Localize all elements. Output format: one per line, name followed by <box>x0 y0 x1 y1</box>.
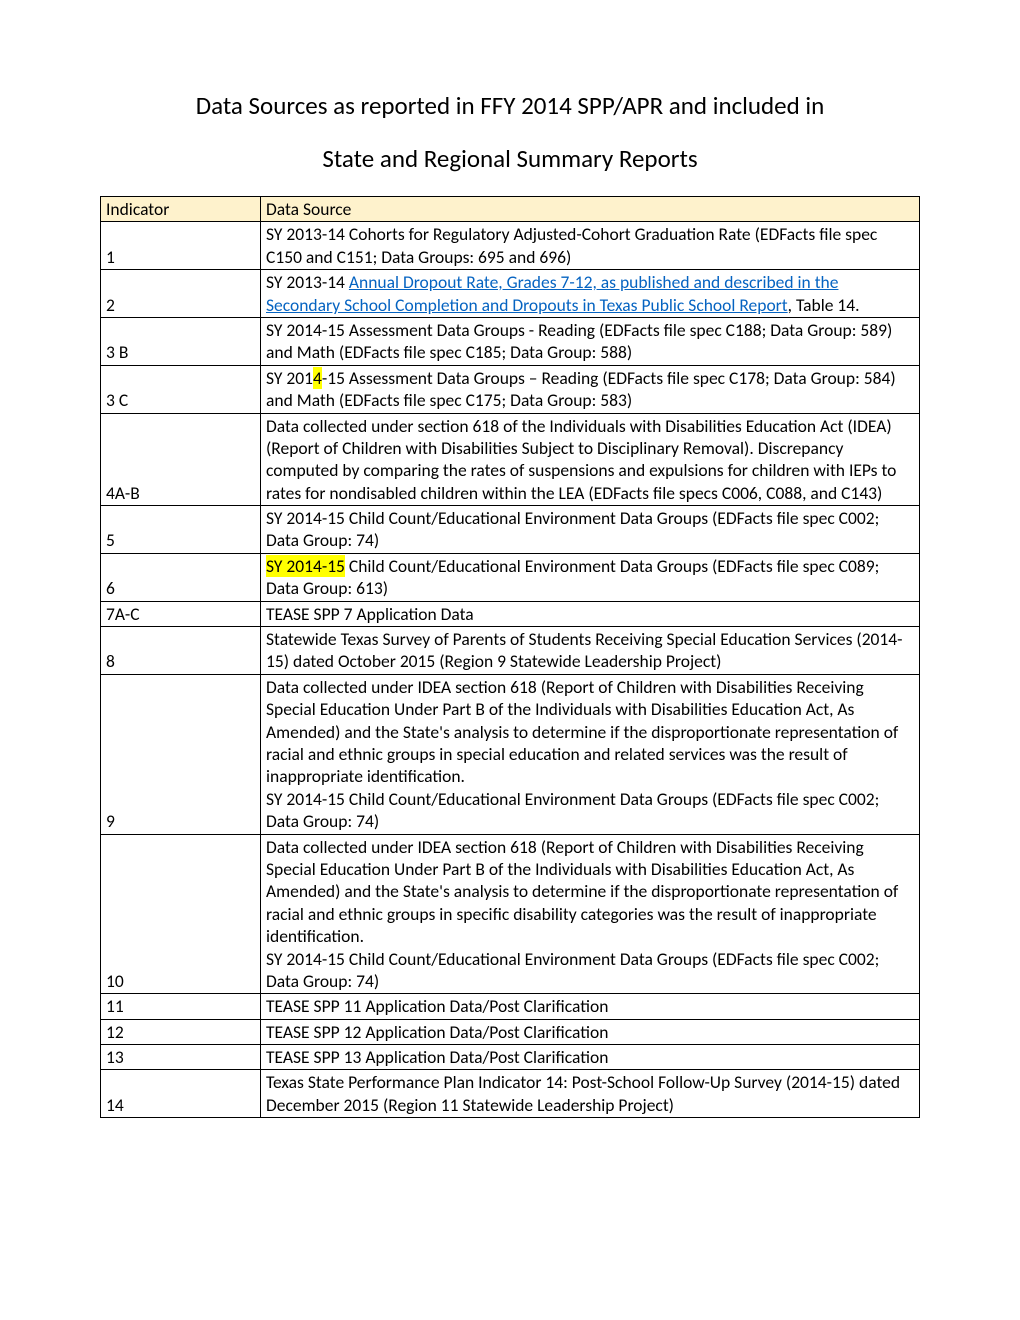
cell-data-source: Texas State Performance Plan Indicator 1… <box>261 1070 920 1118</box>
page-subtitle: State and Regional Summary Reports <box>100 143 920 174</box>
table-row: 13TEASE SPP 13 Application Data/Post Cla… <box>101 1045 920 1070</box>
table-row: 14Texas State Performance Plan Indicator… <box>101 1070 920 1118</box>
table-row: 3 BSY 2014-15 Assessment Data Groups - R… <box>101 317 920 365</box>
cell-data-source: TEASE SPP 7 Application Data <box>261 601 920 626</box>
table-row: 4A-BData collected under section 618 of … <box>101 413 920 506</box>
cell-indicator: 3 C <box>101 365 261 413</box>
cell-data-source: SY 2014-15 Assessment Data Groups – Read… <box>261 365 920 413</box>
table-row: 10Data collected under IDEA section 618 … <box>101 834 920 994</box>
cell-data-source: Data collected under section 618 of the … <box>261 413 920 506</box>
table-row: 7A-CTEASE SPP 7 Application Data <box>101 601 920 626</box>
cell-data-source: TEASE SPP 13 Application Data/Post Clari… <box>261 1045 920 1070</box>
cell-data-source: Data collected under IDEA section 618 (R… <box>261 834 920 994</box>
table-row: 6SY 2014-15 Child Count/Educational Envi… <box>101 553 920 601</box>
cell-indicator: 11 <box>101 994 261 1019</box>
table-header-row: Indicator Data Source <box>101 197 920 222</box>
cell-indicator: 3 B <box>101 317 261 365</box>
cell-indicator: 13 <box>101 1045 261 1070</box>
cell-indicator: 1 <box>101 222 261 270</box>
cell-data-source: TEASE SPP 12 Application Data/Post Clari… <box>261 1019 920 1044</box>
cell-indicator: 14 <box>101 1070 261 1118</box>
table-row: 3 CSY 2014-15 Assessment Data Groups – R… <box>101 365 920 413</box>
cell-data-source: TEASE SPP 11 Application Data/Post Clari… <box>261 994 920 1019</box>
data-sources-table: Indicator Data Source 1SY 2013-14 Cohort… <box>100 196 920 1118</box>
cell-indicator: 8 <box>101 627 261 675</box>
cell-indicator: 4A-B <box>101 413 261 506</box>
cell-indicator: 5 <box>101 506 261 554</box>
table-row: 9Data collected under IDEA section 618 (… <box>101 674 920 834</box>
table-row: 12TEASE SPP 12 Application Data/Post Cla… <box>101 1019 920 1044</box>
link-text[interactable]: Annual Dropout Rate, Grades 7-12, as pub… <box>266 271 838 315</box>
cell-indicator: 10 <box>101 834 261 994</box>
cell-indicator: 12 <box>101 1019 261 1044</box>
header-data-source: Data Source <box>261 197 920 222</box>
cell-data-source: SY 2014-15 Assessment Data Groups - Read… <box>261 317 920 365</box>
table-row: 2SY 2013-14 Annual Dropout Rate, Grades … <box>101 270 920 318</box>
cell-data-source: SY 2014-15 Child Count/Educational Envir… <box>261 553 920 601</box>
cell-data-source: SY 2013-14 Cohorts for Regulatory Adjust… <box>261 222 920 270</box>
cell-indicator: 9 <box>101 674 261 834</box>
cell-indicator: 2 <box>101 270 261 318</box>
header-indicator: Indicator <box>101 197 261 222</box>
highlighted-text: SY 2014-15 <box>266 555 345 577</box>
highlighted-text: 4 <box>313 367 322 389</box>
table-row: 11TEASE SPP 11 Application Data/Post Cla… <box>101 994 920 1019</box>
cell-data-source: Data collected under IDEA section 618 (R… <box>261 674 920 834</box>
table-row: 5SY 2014-15 Child Count/Educational Envi… <box>101 506 920 554</box>
page-title: Data Sources as reported in FFY 2014 SPP… <box>100 90 920 121</box>
cell-data-source: SY 2014-15 Child Count/Educational Envir… <box>261 506 920 554</box>
cell-data-source: Statewide Texas Survey of Parents of Stu… <box>261 627 920 675</box>
table-row: 1SY 2013-14 Cohorts for Regulatory Adjus… <box>101 222 920 270</box>
cell-indicator: 6 <box>101 553 261 601</box>
cell-indicator: 7A-C <box>101 601 261 626</box>
table-row: 8Statewide Texas Survey of Parents of St… <box>101 627 920 675</box>
table-body: 1SY 2013-14 Cohorts for Regulatory Adjus… <box>101 222 920 1118</box>
cell-data-source: SY 2013-14 Annual Dropout Rate, Grades 7… <box>261 270 920 318</box>
